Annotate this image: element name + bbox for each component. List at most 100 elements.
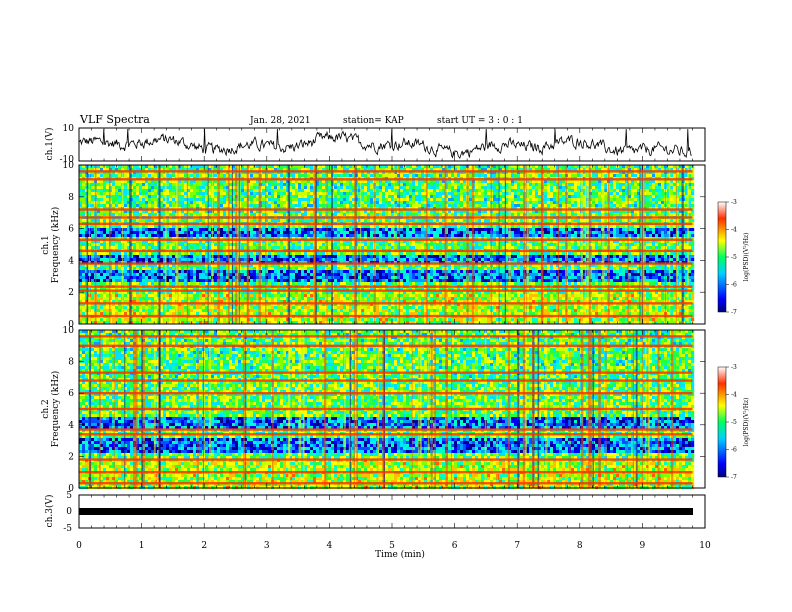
spectrogram-cell: [514, 183, 518, 187]
spectrogram-cell: [145, 192, 149, 196]
spectrogram-cell: [316, 201, 320, 205]
spectrogram-cell: [349, 234, 353, 238]
spectrogram-cell: [631, 231, 635, 235]
spectrogram-cell: [268, 168, 272, 172]
spectrogram-cell: [571, 171, 575, 175]
spectrogram-cell: [196, 183, 200, 187]
spectrogram-cell: [358, 228, 362, 232]
spectrogram-cell: [403, 171, 407, 175]
spectrogram-cell: [358, 201, 362, 205]
spectrogram-cell: [451, 186, 455, 190]
spectrogram-cell: [598, 231, 602, 235]
spectrogram-cell: [184, 210, 188, 214]
spectrogram-cell: [463, 219, 467, 223]
spectrogram-cell: [433, 195, 437, 199]
spectrogram-cell: [400, 204, 404, 208]
spectrogram-cell: [304, 234, 308, 238]
spectrogram-cell: [151, 183, 155, 187]
spectrogram-cell: [493, 219, 497, 223]
spectrogram-cell: [124, 231, 128, 235]
spectrogram-cell: [358, 195, 362, 199]
spectrogram-cell: [295, 168, 299, 172]
spectrogram-cell: [562, 210, 566, 214]
spectrogram-cell: [187, 180, 191, 184]
spectrogram-cell: [256, 225, 260, 229]
spectrogram-cell: [319, 192, 323, 196]
spectrogram-cell: [145, 189, 149, 193]
spectrogram-cell: [454, 198, 458, 202]
spectrogram-cell: [454, 210, 458, 214]
spectrogram-cell: [304, 198, 308, 202]
spectrogram-cell: [124, 174, 128, 178]
spectrogram-cell: [226, 231, 230, 235]
spectrogram-cell: [670, 189, 674, 193]
spectrogram-cell: [604, 228, 608, 232]
spectrogram-cell: [421, 213, 425, 217]
spectrogram-cell: [673, 219, 677, 223]
spectrogram-cell: [115, 189, 119, 193]
spectrogram-cell: [199, 168, 203, 172]
spectrogram-cell: [499, 186, 503, 190]
spectrogram-cell: [220, 198, 224, 202]
spectrogram-cell: [265, 171, 269, 175]
spectrogram-cell: [376, 204, 380, 208]
spectrogram-cell: [145, 186, 149, 190]
spectrogram-cell: [205, 225, 209, 229]
spectrogram-cell: [82, 189, 86, 193]
spectrogram-cell: [166, 192, 170, 196]
spectrogram-cell: [196, 219, 200, 223]
spectrogram-cell: [358, 171, 362, 175]
spectrogram-cell: [298, 204, 302, 208]
spectrogram-cell: [205, 189, 209, 193]
spectrogram-cell: [463, 180, 467, 184]
spectrogram-cell: [454, 165, 458, 169]
spectrogram-cell: [214, 210, 218, 214]
spectrogram-cell: [634, 165, 638, 169]
spectrogram-cell: [394, 198, 398, 202]
spectrogram-cell: [361, 192, 365, 196]
spectrogram-cell: [475, 186, 479, 190]
spectrogram-cell: [202, 186, 206, 190]
spectrogram-cell: [451, 171, 455, 175]
spectrogram-cell: [301, 186, 305, 190]
spectrogram-cell: [400, 213, 404, 217]
spectrogram-cell: [415, 210, 419, 214]
spectrogram-cell: [559, 228, 563, 232]
spectrogram-cell: [652, 165, 656, 169]
spectrogram-cell: [103, 195, 107, 199]
spectrogram-cell: [511, 189, 515, 193]
spectrogram-cell: [214, 189, 218, 193]
spectrogram-cell: [628, 210, 632, 214]
spectrogram-cell: [124, 171, 128, 175]
spectrogram-cell: [262, 195, 266, 199]
spectrogram-cell: [283, 168, 287, 172]
spectrogram-cell: [169, 180, 173, 184]
spectrogram-cell: [598, 213, 602, 217]
spectrogram-cell: [202, 210, 206, 214]
spectrogram-cell: [181, 198, 185, 202]
spectrogram-cell: [133, 225, 137, 229]
spectrogram-cell: [97, 234, 101, 238]
spectrogram-cell: [316, 198, 320, 202]
spectrogram-cell: [379, 189, 383, 193]
spectrogram-cell: [97, 180, 101, 184]
spectrogram-cell: [649, 210, 653, 214]
spectrogram-cell: [493, 231, 497, 235]
spectrogram-cell: [367, 186, 371, 190]
spectrogram-cell: [583, 174, 587, 178]
spectrogram-cell: [160, 228, 164, 232]
spectrogram-cell: [328, 210, 332, 214]
spectrogram-cell: [610, 192, 614, 196]
spectrogram-cell: [619, 228, 623, 232]
spectrogram-cell: [454, 174, 458, 178]
spectrogram-cell: [262, 174, 266, 178]
spectrogram-cell: [277, 198, 281, 202]
spectrogram-cell: [484, 180, 488, 184]
spectrogram-cell: [163, 231, 167, 235]
spectrogram-cell: [199, 174, 203, 178]
spectrogram-cell: [124, 168, 128, 172]
spectrogram-cell: [205, 168, 209, 172]
spectrogram-cell: [667, 186, 671, 190]
spectrogram-cell: [643, 189, 647, 193]
spectrogram-cell: [577, 171, 581, 175]
